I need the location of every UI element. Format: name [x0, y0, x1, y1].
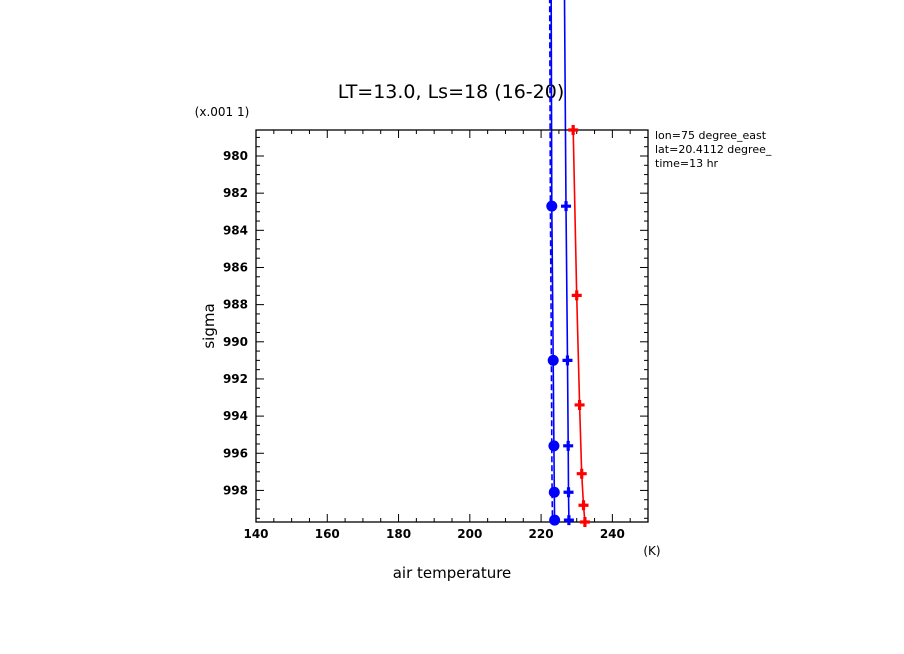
y-tick-label: 994	[223, 409, 248, 423]
series-1-point	[563, 440, 574, 451]
y-tick-label: 996	[223, 446, 248, 460]
ticks: 140 160 180 200 220 240 980 982 984 986 988 990 992 9…	[223, 130, 649, 541]
y-tick-label: 988	[223, 298, 248, 312]
series-5-line	[550, 0, 553, 207]
chart-title: LT=13.0, Ls=18 (16-20)	[338, 81, 565, 103]
annotation-line: lat=20.4112 degree_	[655, 143, 772, 156]
series-0-point	[574, 399, 585, 410]
x-tick-label: 140	[243, 527, 268, 541]
y-tick-label: 992	[223, 372, 248, 386]
series-2-point	[548, 440, 560, 452]
x-tick-label: 160	[315, 527, 340, 541]
series-1-point	[563, 515, 574, 526]
annotation-line: time=13 hr	[655, 157, 719, 170]
x-axis-unit: (K)	[643, 544, 660, 558]
y-tick-label: 984	[223, 223, 248, 237]
series-0-point	[579, 517, 590, 527]
series-4-line	[563, 0, 567, 207]
series-2-point	[548, 486, 560, 498]
series-2-point	[547, 354, 559, 366]
y-tick-label: 990	[223, 335, 248, 349]
y-axis-label: sigma	[200, 303, 218, 348]
y-tick-label: 998	[223, 483, 248, 497]
annotation-line: lon=75 degree_east	[655, 129, 767, 142]
series-2-point	[549, 514, 561, 526]
series-1-point	[561, 201, 572, 212]
series-0-point	[568, 125, 579, 135]
y-scale-note: (x.001 1)	[195, 105, 250, 119]
markers-layer	[546, 125, 590, 527]
y-tick-label: 980	[223, 149, 248, 163]
series-0-point	[576, 468, 587, 479]
series-2-point	[546, 200, 558, 212]
series-0-point	[571, 290, 582, 301]
x-axis-label: air temperature	[393, 564, 512, 582]
x-tick-label: 200	[457, 527, 482, 541]
x-tick-label: 240	[600, 527, 625, 541]
x-tick-label: 220	[529, 527, 554, 541]
series-0-point	[578, 500, 589, 511]
x-tick-label: 180	[386, 527, 411, 541]
series-1-point	[562, 355, 573, 366]
series-1-point	[563, 487, 574, 498]
series-0-line	[572, 129, 586, 523]
y-tick-label: 986	[223, 260, 248, 274]
y-tick-label: 982	[223, 186, 248, 200]
plot-frame	[255, 129, 649, 523]
